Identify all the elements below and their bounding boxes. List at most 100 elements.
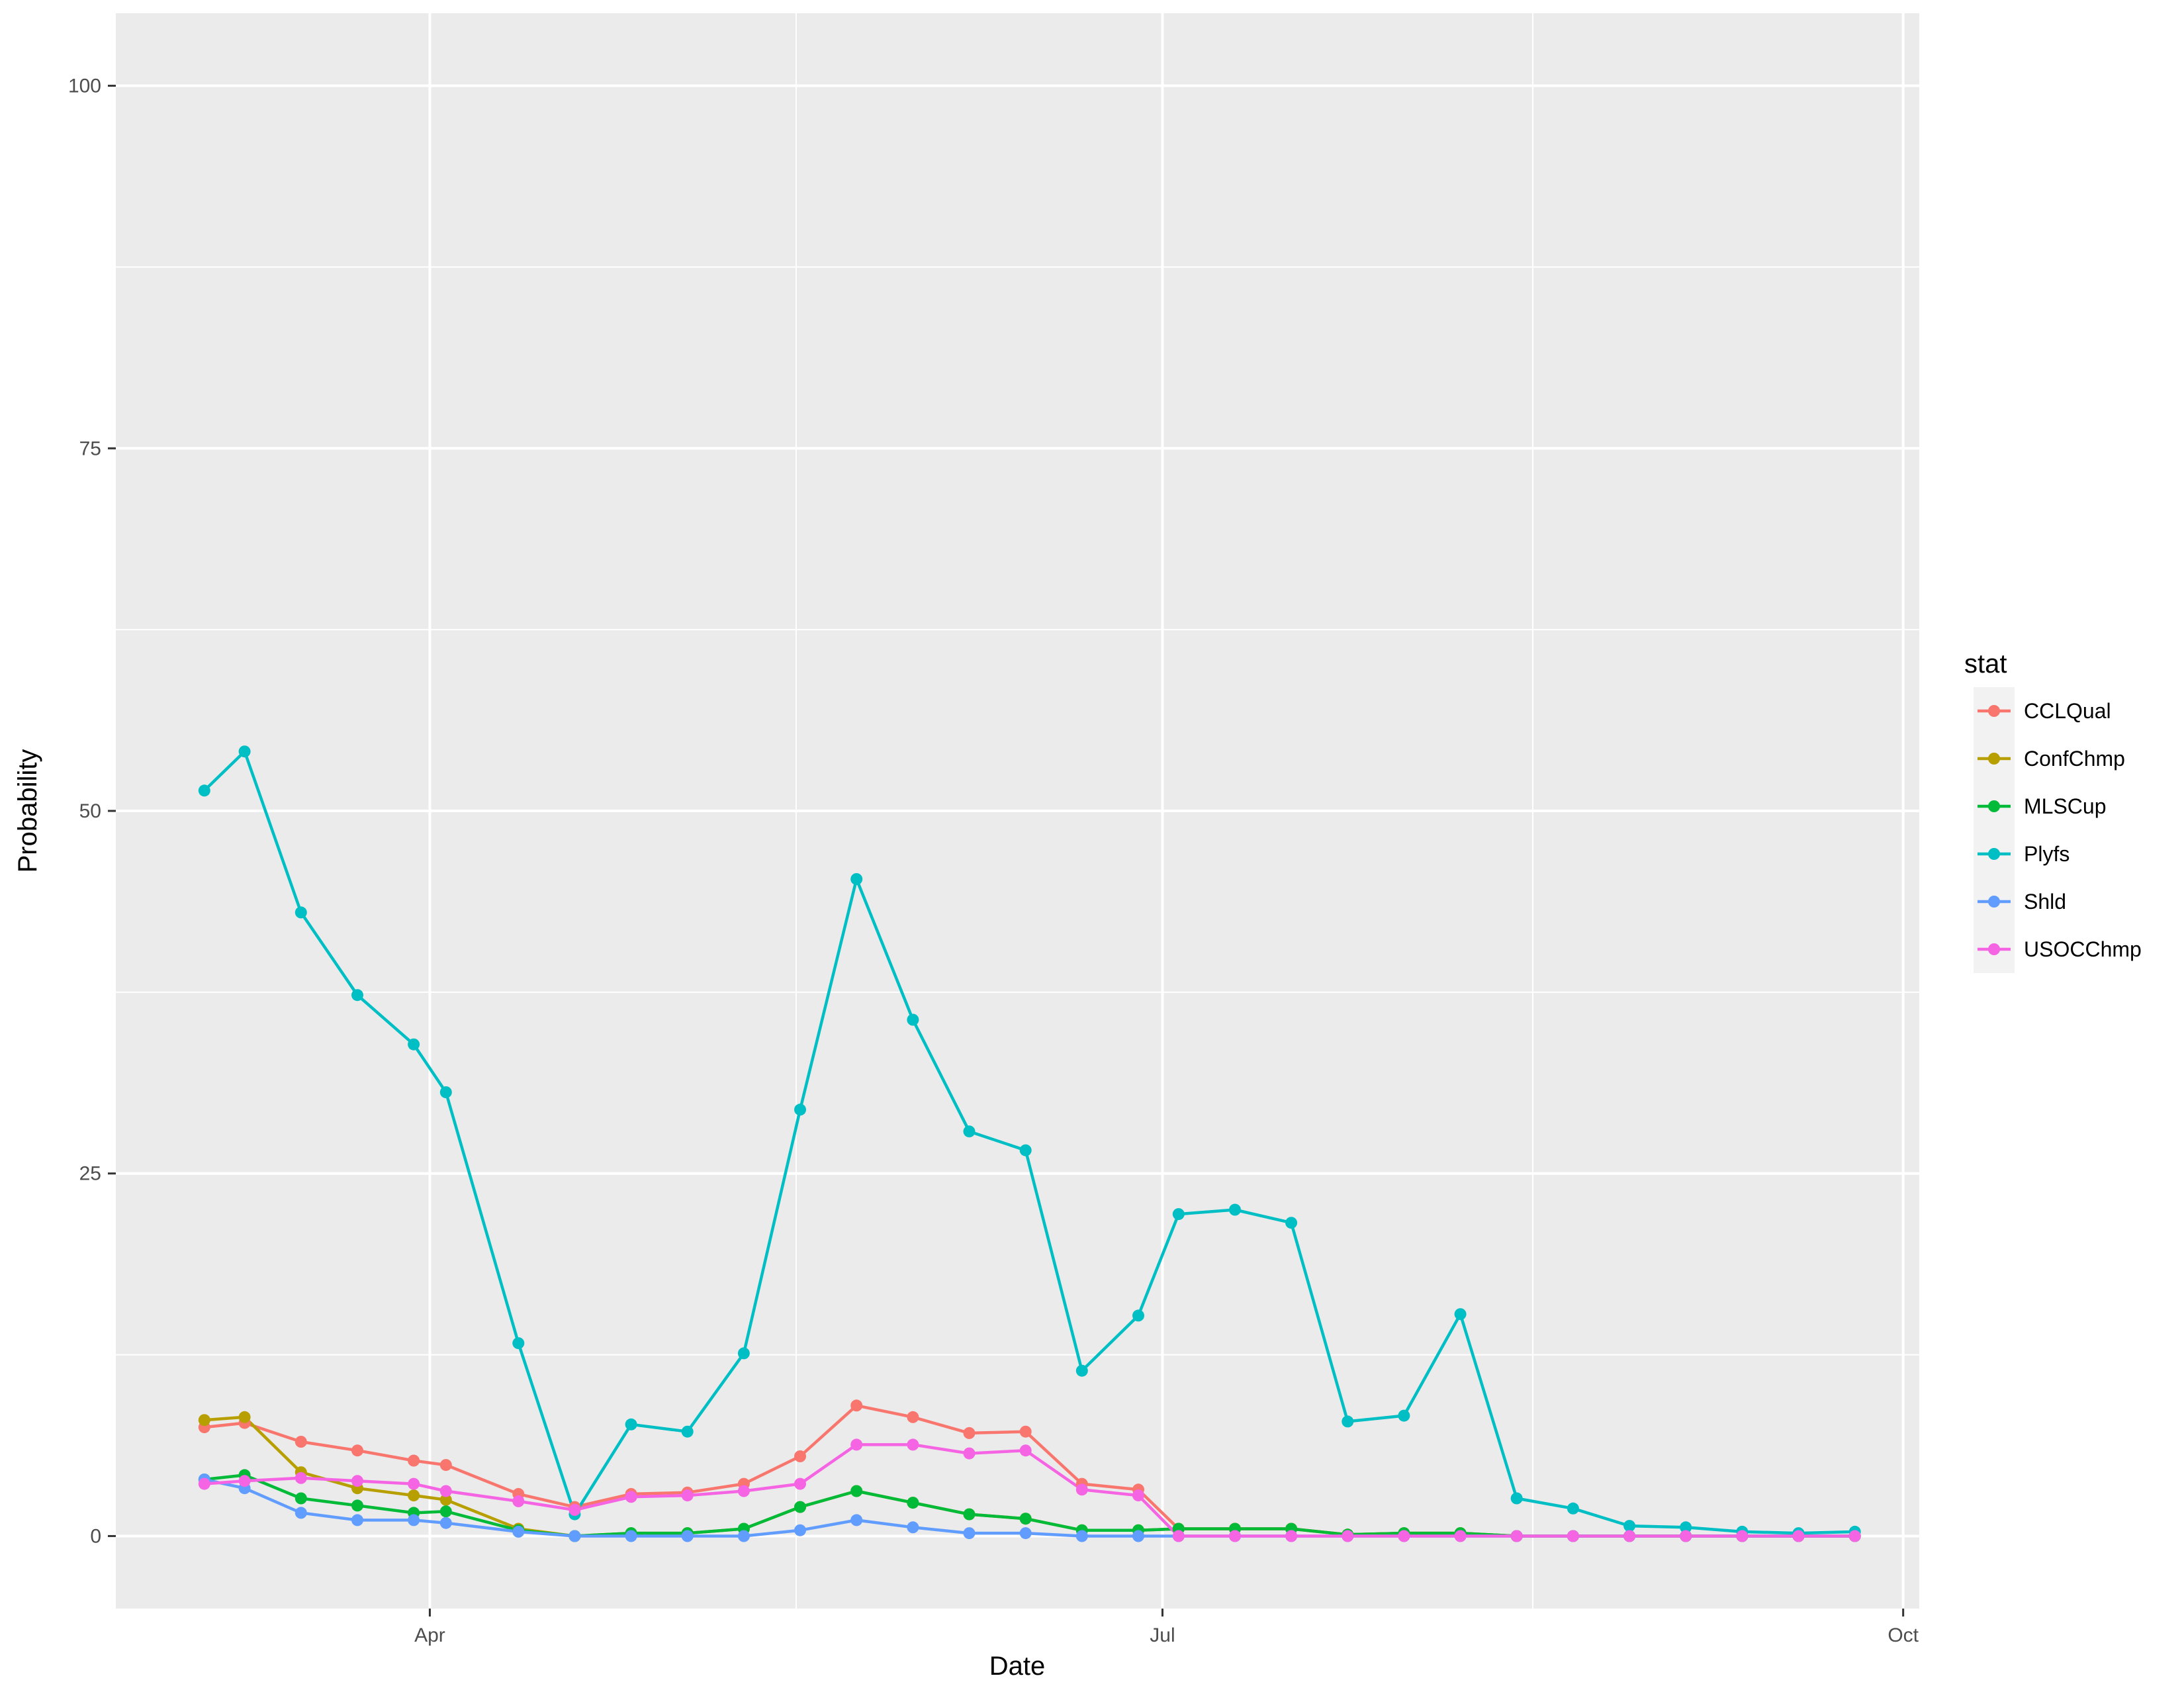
data-point-usocchmp <box>295 1472 307 1484</box>
data-point-usocchmp <box>238 1475 251 1487</box>
data-point-shld <box>1075 1530 1088 1542</box>
data-point-plyfs <box>850 873 863 885</box>
data-point-shld <box>512 1525 525 1538</box>
data-point-usocchmp <box>1019 1444 1032 1457</box>
x-tick-label: Apr <box>414 1624 445 1646</box>
legend-swatch-point <box>1988 753 2000 765</box>
data-point-usocchmp <box>1229 1530 1241 1542</box>
data-point-usocchmp <box>1454 1530 1467 1542</box>
legend-label-mlscup: MLSCup <box>2024 794 2107 818</box>
data-point-plyfs <box>351 989 363 1002</box>
data-point-cclqual <box>408 1454 420 1467</box>
y-tick-label: 25 <box>79 1163 101 1185</box>
data-point-usocchmp <box>1132 1489 1144 1502</box>
data-point-shld <box>1132 1530 1144 1542</box>
data-point-usocchmp <box>963 1447 976 1460</box>
data-point-usocchmp <box>1172 1530 1185 1542</box>
x-tick-label: Oct <box>1888 1624 1919 1646</box>
data-point-shld <box>850 1514 863 1526</box>
data-point-plyfs <box>1398 1409 1410 1422</box>
data-point-cclqual <box>351 1444 363 1457</box>
data-point-plyfs <box>408 1038 420 1051</box>
data-point-shld <box>907 1521 919 1534</box>
data-point-plyfs <box>737 1347 750 1360</box>
data-point-usocchmp <box>408 1477 420 1490</box>
data-point-plyfs <box>198 784 210 797</box>
y-tick-label: 100 <box>68 75 101 97</box>
data-point-shld <box>1019 1527 1032 1540</box>
data-point-plyfs <box>1454 1308 1467 1321</box>
legend-swatch-point <box>1988 705 2000 717</box>
data-point-shld <box>794 1524 806 1536</box>
y-tick-label: 75 <box>79 438 101 459</box>
data-point-usocchmp <box>1736 1530 1749 1542</box>
data-point-cclqual <box>850 1399 863 1412</box>
data-point-shld <box>569 1530 581 1542</box>
data-point-usocchmp <box>794 1477 806 1490</box>
data-point-shld <box>439 1517 452 1529</box>
data-point-shld <box>681 1530 694 1542</box>
data-point-plyfs <box>1510 1492 1523 1505</box>
data-point-mlscup <box>439 1505 452 1518</box>
data-point-mlscup <box>850 1485 863 1497</box>
data-point-shld <box>351 1514 363 1526</box>
legend: stat CCLQual ConfChmp MLSCup Plyfs Shld USOCC… <box>1964 649 2142 973</box>
data-point-cclqual <box>1019 1425 1032 1438</box>
y-tick-label: 0 <box>90 1525 101 1547</box>
data-point-plyfs <box>439 1086 452 1098</box>
data-point-plyfs <box>1567 1502 1579 1515</box>
data-point-cclqual <box>439 1459 452 1472</box>
data-point-plyfs <box>1075 1364 1088 1377</box>
data-point-plyfs <box>907 1013 919 1026</box>
legend-swatch-point <box>1988 896 2000 908</box>
data-point-cclqual <box>794 1450 806 1462</box>
legend-label-cclqual: CCLQual <box>2024 699 2111 723</box>
data-point-mlscup <box>351 1499 363 1512</box>
legend-title: stat <box>1964 649 2007 679</box>
data-point-cclqual <box>907 1411 919 1423</box>
data-point-mlscup <box>907 1497 919 1509</box>
legend-swatch-point <box>1988 800 2000 812</box>
data-point-plyfs <box>1623 1520 1636 1532</box>
data-point-usocchmp <box>1567 1530 1579 1542</box>
legend-swatch-point <box>1988 848 2000 860</box>
data-point-mlscup <box>295 1492 307 1505</box>
x-axis: Apr Jul Oct <box>414 1609 1919 1646</box>
legend-items: CCLQual ConfChmp MLSCup Plyfs Shld USOCChmp <box>1974 687 2142 973</box>
data-point-confchmp <box>439 1493 452 1506</box>
data-point-plyfs <box>1285 1217 1298 1229</box>
data-point-plyfs <box>295 906 307 919</box>
data-point-usocchmp <box>1848 1530 1861 1542</box>
data-point-usocchmp <box>1398 1530 1410 1542</box>
x-tick-label: Jul <box>1150 1624 1175 1646</box>
data-point-mlscup <box>1019 1513 1032 1525</box>
data-point-confchmp <box>198 1414 210 1427</box>
data-point-plyfs <box>1680 1521 1692 1534</box>
data-point-confchmp <box>408 1489 420 1502</box>
data-point-mlscup <box>794 1501 806 1513</box>
data-point-plyfs <box>1229 1203 1241 1216</box>
data-point-usocchmp <box>1285 1530 1298 1542</box>
data-point-usocchmp <box>1075 1483 1088 1496</box>
data-point-mlscup <box>963 1508 976 1521</box>
legend-label-shld: Shld <box>2024 890 2066 914</box>
data-point-shld <box>625 1530 637 1542</box>
data-point-usocchmp <box>1623 1530 1636 1542</box>
data-point-plyfs <box>1132 1309 1144 1322</box>
legend-label-confchmp: ConfChmp <box>2024 747 2125 771</box>
data-point-cclqual <box>963 1427 976 1439</box>
data-point-usocchmp <box>569 1504 581 1516</box>
data-point-shld <box>963 1527 976 1540</box>
data-point-usocchmp <box>198 1477 210 1490</box>
data-point-plyfs <box>1019 1144 1032 1156</box>
data-point-plyfs <box>238 745 251 758</box>
data-point-plyfs <box>681 1425 694 1438</box>
legend-label-plyfs: Plyfs <box>2024 842 2070 866</box>
data-point-shld <box>295 1507 307 1519</box>
series-points <box>198 745 1861 1542</box>
data-point-shld <box>737 1530 750 1542</box>
data-point-shld <box>408 1514 420 1526</box>
data-point-plyfs <box>625 1418 637 1430</box>
data-point-usocchmp <box>1342 1530 1354 1542</box>
data-point-usocchmp <box>625 1491 637 1503</box>
